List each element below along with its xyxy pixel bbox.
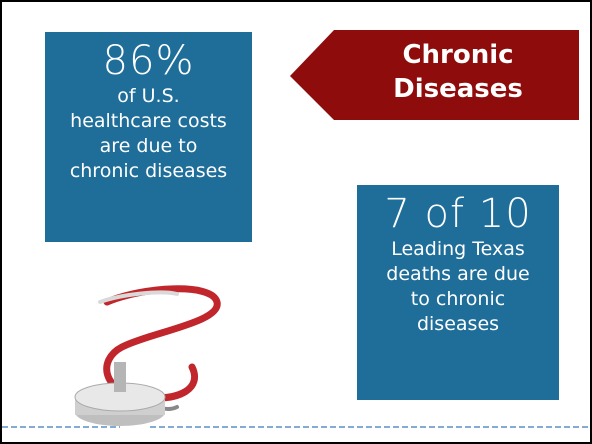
- stethoscope-chestpiece: [75, 362, 165, 426]
- stat-text: diseases: [357, 312, 559, 337]
- stat-text: to chronic: [357, 287, 559, 312]
- stat-text: are due to: [45, 134, 252, 159]
- stat-headline: 86%: [45, 38, 252, 84]
- stat-text: healthcare costs: [45, 109, 252, 134]
- stat-text: of U.S.: [45, 84, 252, 109]
- slide: 86% of U.S.healthcare costsare due tochr…: [0, 0, 592, 444]
- banner-line: Diseases: [347, 72, 569, 106]
- stat-text: deaths are due: [357, 262, 559, 287]
- stat-text: chronic diseases: [45, 159, 252, 184]
- banner-line: Chronic: [347, 38, 569, 72]
- stat-headline: 7 of 10: [357, 191, 559, 237]
- stat-text: Leading Texas: [357, 237, 559, 262]
